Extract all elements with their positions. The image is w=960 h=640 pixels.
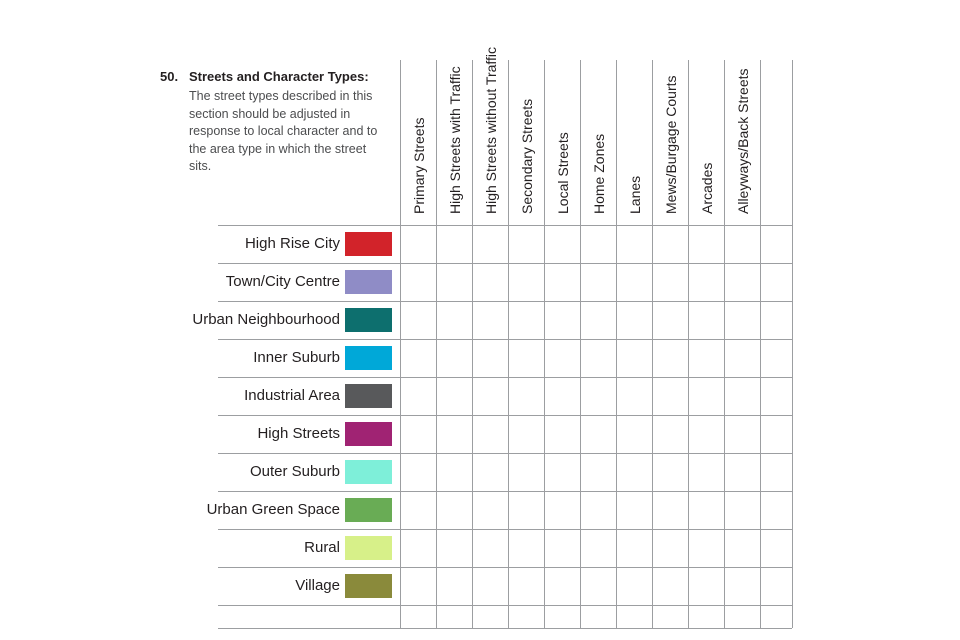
row-label: Urban Neighbourhood bbox=[192, 311, 340, 328]
grid-line-horizontal bbox=[218, 567, 792, 568]
grid-line-horizontal bbox=[218, 301, 792, 302]
row-label: Urban Green Space bbox=[206, 501, 340, 518]
grid-line-horizontal bbox=[218, 529, 792, 530]
grid-line-vertical bbox=[508, 60, 509, 628]
grid-line-horizontal bbox=[218, 605, 792, 606]
column-header: High Streets without Traffic bbox=[483, 46, 499, 214]
color-swatch bbox=[345, 346, 392, 370]
grid-line-horizontal bbox=[218, 225, 792, 226]
grid-line-vertical bbox=[792, 60, 793, 628]
column-header: Alleyways/Back Streets bbox=[735, 68, 751, 215]
section-description: The street types described in this secti… bbox=[189, 89, 378, 173]
section-header: 50. Streets and Character Types: The str… bbox=[160, 69, 410, 176]
column-header: Home Zones bbox=[591, 133, 607, 214]
grid-line-horizontal bbox=[218, 377, 792, 378]
column-header: Primary Streets bbox=[411, 117, 427, 214]
color-swatch bbox=[345, 574, 392, 598]
column-header: Secondary Streets bbox=[519, 98, 535, 214]
section-text: Streets and Character Types: The street … bbox=[189, 69, 386, 176]
column-header: Mews/Burgage Courts bbox=[663, 75, 679, 214]
row-label: Rural bbox=[304, 539, 340, 556]
color-swatch bbox=[345, 384, 392, 408]
color-swatch bbox=[345, 498, 392, 522]
street-character-matrix: Primary Streets High Streets with Traffic… bbox=[192, 47, 793, 640]
color-swatch bbox=[345, 422, 392, 446]
section-number: 50. bbox=[160, 69, 179, 84]
color-swatch bbox=[345, 270, 392, 294]
column-header: Arcades bbox=[699, 162, 715, 214]
row-label: Inner Suburb bbox=[253, 349, 340, 366]
grid-line-vertical bbox=[400, 60, 401, 628]
color-swatch bbox=[345, 460, 392, 484]
grid-line-horizontal bbox=[218, 415, 792, 416]
row-label: Village bbox=[295, 577, 340, 594]
grid-line-vertical bbox=[436, 60, 437, 628]
grid-line-vertical bbox=[688, 60, 689, 628]
column-header: High Streets with Traffic bbox=[447, 66, 463, 214]
row-label: Industrial Area bbox=[244, 387, 340, 404]
grid-line-vertical bbox=[544, 60, 545, 628]
row-label: High Streets bbox=[257, 425, 340, 442]
grid-line-horizontal bbox=[218, 628, 792, 629]
row-label: High Rise City bbox=[244, 235, 340, 252]
column-header: Lanes bbox=[627, 175, 643, 214]
grid-line-vertical bbox=[580, 60, 581, 628]
row-label: Town/City Centre bbox=[225, 273, 340, 290]
grid-line-vertical bbox=[652, 60, 653, 628]
grid-line-horizontal bbox=[218, 263, 792, 264]
grid-line-vertical bbox=[724, 60, 725, 628]
column-header: Local Streets bbox=[555, 132, 571, 214]
grid-line-horizontal bbox=[218, 453, 792, 454]
grid-line-vertical bbox=[760, 60, 761, 628]
color-swatch bbox=[345, 308, 392, 332]
grid-line-vertical bbox=[472, 60, 473, 628]
grid-line-horizontal bbox=[218, 491, 792, 492]
row-label: Outer Suburb bbox=[249, 463, 340, 480]
section-title: Streets and Character Types: bbox=[189, 69, 369, 84]
grid-line-horizontal bbox=[218, 339, 792, 340]
grid-line-vertical bbox=[616, 60, 617, 628]
color-swatch bbox=[345, 232, 392, 256]
color-swatch bbox=[345, 536, 392, 560]
